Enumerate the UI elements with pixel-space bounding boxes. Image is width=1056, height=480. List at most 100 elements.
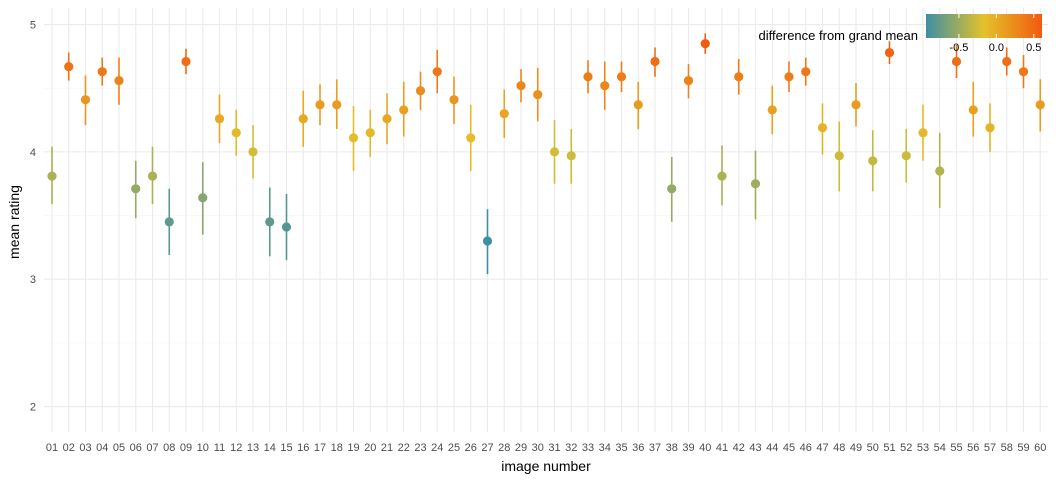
- data-point: [482, 236, 493, 246]
- x-tick-label: 18: [331, 442, 343, 454]
- x-tick-label: 12: [230, 442, 242, 454]
- grid: [44, 8, 1048, 432]
- data-point: [516, 81, 526, 91]
- x-tick-label: 60: [1034, 442, 1046, 454]
- data-point: [533, 89, 543, 100]
- x-tick-label: 59: [1017, 442, 1029, 454]
- x-tick-label: 55: [950, 442, 962, 454]
- data-point: [181, 56, 191, 67]
- legend: difference from grand mean -0.5 0.0 0.5: [759, 14, 1042, 54]
- data-point: [901, 151, 911, 161]
- data-point: [499, 109, 509, 119]
- data-point: [734, 72, 744, 82]
- data-point: [131, 184, 141, 194]
- x-tick-label: 19: [347, 442, 359, 454]
- legend-tick-label: 0.0: [989, 42, 1004, 54]
- x-tick-label: 58: [1001, 442, 1013, 454]
- x-tick-label: 05: [113, 442, 125, 454]
- x-tick-label: 44: [766, 442, 778, 454]
- x-tick-label: 13: [247, 442, 259, 454]
- x-tick-label: 51: [883, 442, 895, 454]
- data-point: [1018, 67, 1029, 77]
- data-point: [164, 217, 174, 227]
- data-point: [784, 72, 794, 82]
- data-point: [382, 114, 392, 124]
- x-tick-label: 03: [79, 442, 91, 454]
- data-point: [432, 67, 442, 77]
- x-tick-label: 25: [448, 442, 460, 454]
- x-tick-label: 17: [314, 442, 326, 454]
- data-point: [583, 72, 593, 82]
- data-point: [147, 171, 158, 181]
- x-tick-label: 47: [816, 442, 828, 454]
- legend-title: difference from grand mean: [759, 28, 918, 43]
- x-tick-labels: 01 02 03 04 05 06 07 08 09 10 11 12 13 14 15 16 17 18 19 20…: [46, 442, 1047, 454]
- data-point: [248, 147, 258, 157]
- x-tick-label: 49: [850, 442, 862, 454]
- x-tick-label: 37: [649, 442, 661, 454]
- data-point: [750, 179, 761, 189]
- y-tick-label: 2: [30, 402, 36, 414]
- data-point: [549, 147, 560, 157]
- x-tick-label: 11: [214, 442, 225, 454]
- data-point: [1002, 56, 1012, 67]
- data-point: [817, 123, 828, 133]
- y-tick-labels: 2 3 4 5: [30, 20, 36, 414]
- x-tick-label: 40: [699, 442, 711, 454]
- data-point: [985, 123, 995, 133]
- data-point: [968, 105, 978, 115]
- x-tick-label: 32: [565, 442, 577, 454]
- x-tick-label: 22: [398, 442, 410, 454]
- data-point: [600, 81, 610, 91]
- x-tick-label: 54: [934, 442, 946, 454]
- x-tick-label: 31: [548, 442, 560, 454]
- x-tick-label: 24: [431, 442, 443, 454]
- y-axis-title: mean rating: [6, 185, 22, 259]
- data-point: [767, 105, 777, 115]
- data-point: [281, 222, 292, 232]
- data-point: [834, 151, 844, 161]
- y-tick-label: 5: [30, 20, 36, 32]
- x-tick-label: 27: [481, 442, 493, 454]
- x-tick-label: 48: [833, 442, 845, 454]
- x-tick-label: 50: [867, 442, 879, 454]
- data-point: [1035, 100, 1045, 110]
- x-tick-label: 09: [180, 442, 192, 454]
- x-tick-label: 16: [297, 442, 309, 454]
- data-point: [951, 56, 962, 67]
- x-tick-label: 15: [280, 442, 292, 454]
- data-point: [616, 72, 627, 82]
- data-point: [114, 75, 124, 86]
- data-point: [851, 100, 861, 110]
- x-tick-label: 33: [582, 442, 594, 454]
- data-point: [315, 100, 325, 110]
- x-tick-label: 52: [900, 442, 912, 454]
- data-point: [80, 95, 91, 105]
- x-tick-label: 21: [381, 442, 393, 454]
- points: [47, 39, 1045, 246]
- data-point: [332, 100, 342, 110]
- data-point: [884, 47, 895, 58]
- error-bars: [51, 33, 1042, 275]
- x-tick-label: 38: [666, 442, 678, 454]
- data-point: [566, 151, 576, 161]
- x-tick-label: 23: [414, 442, 426, 454]
- data-point: [918, 128, 928, 138]
- data-point: [214, 114, 225, 124]
- x-tick-label: 08: [163, 442, 175, 454]
- data-point: [801, 67, 811, 77]
- data-point: [198, 193, 208, 203]
- x-tick-label: 36: [632, 442, 644, 454]
- data-point: [265, 217, 275, 227]
- data-point: [415, 86, 426, 96]
- x-tick-label: 28: [498, 442, 510, 454]
- x-tick-label: 10: [197, 442, 209, 454]
- data-point: [47, 171, 57, 181]
- legend-tick-label: 0.5: [1026, 42, 1041, 54]
- data-point: [667, 184, 677, 194]
- x-tick-label: 02: [63, 442, 75, 454]
- x-tick-label: 57: [984, 442, 996, 454]
- data-point: [231, 128, 241, 138]
- x-tick-label: 43: [749, 442, 761, 454]
- data-point: [298, 114, 308, 124]
